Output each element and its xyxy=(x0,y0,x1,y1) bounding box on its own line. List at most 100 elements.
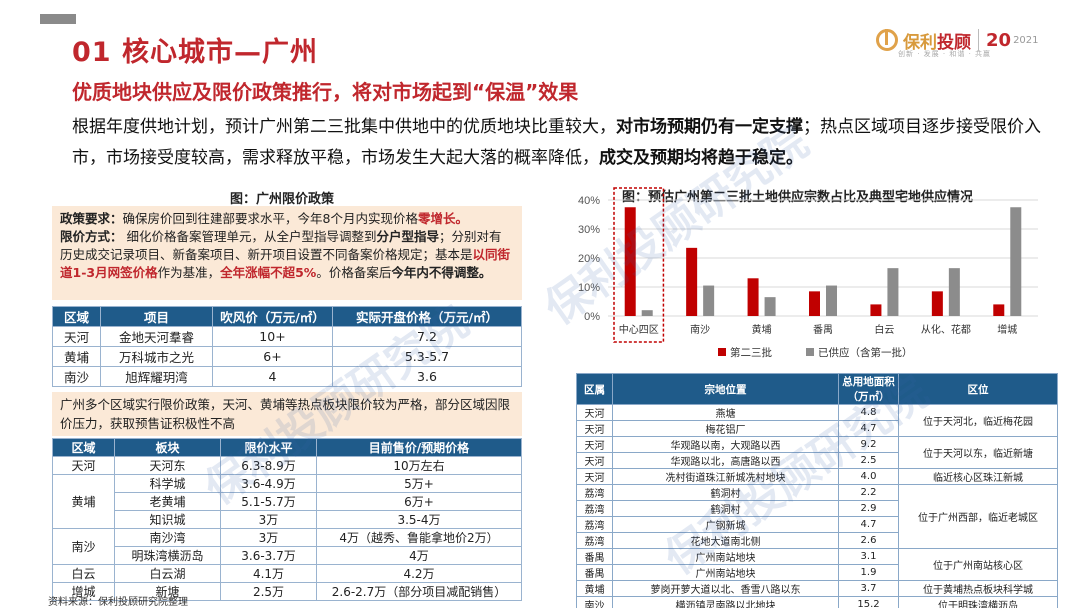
highlight-box xyxy=(613,187,665,343)
zone-cell: 位于广州南站核心区 xyxy=(898,548,1058,581)
zone-cell: 位于天河以东，临近新塘 xyxy=(898,436,1058,469)
table-cell: 10+ xyxy=(212,326,333,347)
bar xyxy=(747,278,759,316)
chart-caption: 图：预估广州第二三批土地供应宗数占比及典型宅地供应情况 xyxy=(622,190,974,205)
price-limit-table: 区域 项目 吹风价（万元/㎡） 实际开盘价格（万元/㎡） 天河 金地天河羣睿 1… xyxy=(52,306,522,387)
table-row: 天河 冼村街道珠江新城冼村地块 4.0 临近核心区珠江新城 xyxy=(576,468,1058,485)
table-row: 增城 新塘 2.5万 2.6-2.7万（部分项目减配销售） xyxy=(52,582,522,601)
table-cell: 6+ xyxy=(212,346,333,367)
table-row: 天河 燕塘 4.8 位于天河北，临近梅花园 xyxy=(576,404,1058,437)
table-row: 番禺 广州南站地块 3.1 位于广州南站核心区 xyxy=(576,548,1058,581)
table-cell: 3万 xyxy=(220,528,317,547)
table-row: 黄埔 萝岗开萝大道以北、香雪八路以东 3.7 位于黄埔热点板块科学城 xyxy=(576,580,1058,597)
table-cell: 番禺 xyxy=(576,548,613,565)
bar xyxy=(1010,207,1022,316)
table-row: 老黄埔 5.1-5.7万 6万+ xyxy=(53,492,522,511)
bar xyxy=(686,247,698,316)
table-cell: 4万（越秀、鲁能拿地价2万） xyxy=(316,528,522,547)
table-cell: 知识城 xyxy=(114,510,221,529)
table-cell: 5.1-5.7万 xyxy=(220,492,317,511)
table-cell: 天河 xyxy=(576,420,613,437)
bar xyxy=(826,285,837,316)
table-cell: 天河 xyxy=(52,326,101,347)
table-row: 黄埔 科学城 3.6-4.9万 5万+ xyxy=(52,474,522,529)
x-tick-label: 中心四区 xyxy=(619,323,659,336)
table-cell: 7.2 xyxy=(332,326,522,347)
zone-cell: 临近核心区珠江新城 xyxy=(898,468,1058,485)
table-row: 黄埔 万科城市之光 6+ 5.3-5.7 xyxy=(52,346,522,367)
y-tick-label: 20% xyxy=(578,253,600,265)
x-tick-label: 南沙 xyxy=(690,323,710,336)
source-note: 资料来源：保利投顾研究院整理 xyxy=(48,597,188,608)
table-cell: 荔湾 xyxy=(576,532,613,549)
y-tick-label: 10% xyxy=(578,282,600,294)
logo-name: 保利投顾 xyxy=(903,32,971,53)
y-tick-label: 40% xyxy=(578,195,600,207)
logo-year: 2021 xyxy=(1013,34,1039,46)
table-cell: 荔湾 xyxy=(576,500,613,517)
table-header: 目前售价/预期价格 xyxy=(316,438,522,457)
table-cell: 番禺 xyxy=(576,564,613,581)
table-cell: 3.6-4.9万 xyxy=(220,474,317,493)
table-cell: 明珠湾横沥岛 xyxy=(114,546,221,565)
x-tick-label: 番禺 xyxy=(813,324,833,336)
table-cell: 万科城市之光 xyxy=(100,346,213,367)
table-header-row: 区属 宗地位置 总用地面积（万㎡） 区位 xyxy=(576,373,1058,405)
x-tick-label: 增城 xyxy=(997,323,1017,336)
legend-swatch xyxy=(718,348,726,356)
bar xyxy=(887,268,899,316)
legend-label: 第二三批 xyxy=(730,346,772,359)
x-tick-label: 从化、花都 xyxy=(921,323,971,336)
table-cell: 4.7 xyxy=(838,420,899,437)
table-header: 板块 xyxy=(114,438,221,457)
table-cell: 鹤洞村 xyxy=(612,500,839,517)
table-cell: 3万 xyxy=(220,510,317,529)
table-cell: 3.1 xyxy=(838,548,899,565)
table-cell: 萝岗开萝大道以北、香雪八路以东 xyxy=(612,580,839,597)
table-row: 天河 天河东 6.3-8.9万 10万左右 xyxy=(52,456,522,475)
table-cell: 天河东 xyxy=(114,456,221,475)
zone-cell: 位于黄埔热点板块科学城 xyxy=(898,580,1058,597)
table-cell: 鹤洞村 xyxy=(612,484,839,501)
table-header-row: 区域 板块 限价水平 目前售价/预期价格 xyxy=(52,438,522,457)
table-cell: 2.6-2.7万（部分项目减配销售） xyxy=(316,582,522,601)
table-cell: 10万左右 xyxy=(316,456,522,475)
table-header: 宗地位置 xyxy=(612,373,839,405)
region-cell: 增城 xyxy=(52,582,115,601)
region-limit-table: 区域 板块 限价水平 目前售价/预期价格 天河 天河东 6.3-8.9万 10万… xyxy=(52,438,522,601)
table-cell: 华观路以北，高唐路以西 xyxy=(612,452,839,469)
table-cell: 旭辉耀玥湾 xyxy=(100,366,213,387)
table-cell: 荔湾 xyxy=(576,484,613,501)
table-cell: 3.5-4万 xyxy=(316,510,522,529)
table-row: 白云 白云湖 4.1万 4.2万 xyxy=(52,564,522,583)
x-tick-label: 白云 xyxy=(874,323,894,336)
y-tick-label: 0% xyxy=(584,311,600,323)
table-row: 明珠湾横沥岛 3.6-3.7万 4万 xyxy=(53,546,522,565)
table-cell: 黄埔 xyxy=(576,580,613,597)
table-cell: 横沥镇灵南路以北地块 xyxy=(612,596,839,608)
bar xyxy=(641,310,653,316)
table-row: 天河 金地天河羣睿 10+ 7.2 xyxy=(52,326,522,347)
policy-caption: 图：广州限价政策 xyxy=(230,192,335,207)
bar xyxy=(948,268,960,316)
table-cell: 3.6-3.7万 xyxy=(220,546,317,565)
table-cell: 5.3-5.7 xyxy=(332,346,522,367)
table-cell: 天河 xyxy=(576,468,613,485)
table-header: 限价水平 xyxy=(220,438,317,457)
zone-cell: 位于明珠湾横沥岛 xyxy=(898,596,1058,608)
table-cell: 6.3-8.9万 xyxy=(220,456,317,475)
table-cell: 3.6 xyxy=(332,366,522,387)
table-cell: 4.0 xyxy=(838,468,899,485)
logo-slogan: 创新 · 发展 · 和谐 · 共赢 xyxy=(898,50,992,58)
table-cell: 黄埔 xyxy=(52,346,101,367)
table-cell: 4.8 xyxy=(838,404,899,421)
table-cell: 2.5 xyxy=(838,452,899,469)
table-row: 南沙 旭辉耀玥湾 4 3.6 xyxy=(52,366,522,387)
table-row: 荔湾 鹤洞村 2.2 位于广州西部，临近老城区 xyxy=(576,484,1058,549)
logo-anniversary: 20 xyxy=(986,29,1012,51)
legend-label: 已供应（含第一批） xyxy=(818,346,913,359)
bar xyxy=(703,285,715,316)
table-cell: 冼村街道珠江新城冼村地块 xyxy=(612,468,839,485)
region-cell: 南沙 xyxy=(52,528,115,565)
table-cell: 4.2万 xyxy=(316,564,522,583)
